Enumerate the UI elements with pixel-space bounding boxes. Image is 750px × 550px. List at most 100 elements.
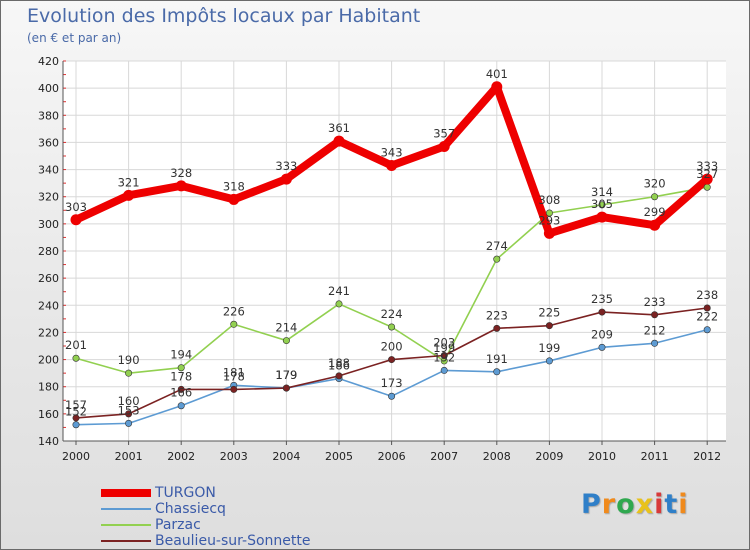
- y-tick-label: 280: [38, 245, 59, 258]
- data-point-turgon: [438, 141, 450, 152]
- logo-letter: r: [601, 489, 617, 520]
- y-tick-label: 180: [38, 381, 59, 394]
- x-tick-label: 2003: [220, 450, 248, 463]
- data-point-chassiecq: [703, 326, 711, 334]
- data-label-beaulieu-sur-sonnette: 157: [65, 398, 87, 412]
- data-point-beaulieu-sur-sonnette: [125, 410, 133, 418]
- y-tick-label: 340: [38, 164, 59, 177]
- data-point-parzac: [703, 183, 711, 191]
- legend-label: TURGON: [155, 485, 216, 501]
- data-label-parzac: 274: [486, 239, 508, 253]
- logo-letter: i: [678, 489, 689, 520]
- data-point-turgon: [701, 173, 713, 185]
- data-label-parzac: 308: [538, 193, 560, 207]
- data-label-parzac: 190: [118, 353, 140, 367]
- data-label-chassiecq: 191: [486, 352, 508, 366]
- x-tick-label: 2002: [167, 450, 195, 463]
- data-label-parzac: 199: [433, 341, 455, 355]
- data-label-turgon: 299: [644, 205, 666, 219]
- data-point-parzac: [282, 337, 290, 345]
- data-point-parzac: [493, 255, 501, 263]
- data-label-parzac: 327: [696, 167, 718, 181]
- x-tick-label: 2005: [325, 450, 353, 463]
- data-label-chassiecq: 166: [170, 386, 192, 400]
- data-point-turgon: [333, 135, 345, 147]
- data-label-beaulieu-sur-sonnette: 160: [118, 394, 140, 408]
- data-label-turgon: 343: [381, 146, 403, 160]
- data-label-turgon: 357: [433, 127, 455, 141]
- data-point-chassiecq: [125, 419, 133, 427]
- data-point-chassiecq: [545, 357, 553, 365]
- legend-swatch: [101, 508, 151, 510]
- data-point-beaulieu-sur-sonnette: [703, 304, 711, 312]
- data-point-turgon: [649, 219, 661, 231]
- legend-item-beaulieu-sur-sonnette: Beaulieu-sur-Sonnette: [101, 533, 310, 549]
- logo-letter: P: [581, 489, 602, 520]
- data-label-chassiecq: 153: [118, 403, 140, 417]
- data-label-chassiecq: 192: [433, 350, 455, 364]
- data-point-turgon: [175, 180, 187, 192]
- data-point-chassiecq: [598, 343, 606, 351]
- y-tick-label: 160: [38, 408, 59, 421]
- data-point-chassiecq: [72, 421, 80, 429]
- y-tick-label: 400: [38, 82, 59, 95]
- data-point-turgon: [596, 211, 608, 223]
- data-point-beaulieu-sur-sonnette: [177, 385, 185, 393]
- y-tick-label: 260: [38, 272, 59, 285]
- y-tick-label: 380: [38, 109, 59, 122]
- data-point-beaulieu-sur-sonnette: [335, 372, 343, 380]
- data-label-chassiecq: 199: [538, 341, 560, 355]
- data-point-beaulieu-sur-sonnette: [545, 322, 553, 330]
- logo-letter: t: [664, 489, 679, 520]
- data-label-parzac: 224: [381, 307, 403, 321]
- data-point-turgon: [280, 173, 292, 185]
- data-label-parzac: 314: [591, 185, 613, 199]
- data-label-chassiecq: 212: [644, 323, 666, 337]
- data-point-parzac: [388, 323, 396, 331]
- legend-label: Parzac: [155, 517, 201, 533]
- data-point-chassiecq: [440, 366, 448, 374]
- data-point-beaulieu-sur-sonnette: [598, 308, 606, 316]
- data-point-chassiecq: [177, 402, 185, 410]
- data-label-chassiecq: 222: [696, 310, 718, 324]
- data-label-parzac: 241: [328, 284, 350, 298]
- data-label-beaulieu-sur-sonnette: 223: [486, 308, 508, 322]
- data-point-parzac: [125, 369, 133, 377]
- data-point-chassiecq: [651, 339, 659, 347]
- y-tick-label: 140: [38, 435, 59, 448]
- data-point-beaulieu-sur-sonnette: [282, 384, 290, 392]
- data-label-turgon: 305: [591, 197, 613, 211]
- data-label-turgon: 328: [170, 166, 192, 180]
- data-label-parzac: 194: [170, 348, 192, 362]
- x-tick-label: 2011: [641, 450, 669, 463]
- data-label-chassiecq: 181: [223, 365, 245, 379]
- x-tick-label: 2007: [430, 450, 458, 463]
- data-point-beaulieu-sur-sonnette: [440, 351, 448, 359]
- x-tick-label: 2012: [693, 450, 721, 463]
- data-point-beaulieu-sur-sonnette: [493, 324, 501, 332]
- x-tick-label: 2006: [378, 450, 406, 463]
- legend-label: Chassiecq: [155, 501, 226, 517]
- data-label-chassiecq: 179: [275, 368, 297, 382]
- data-label-parzac: 226: [223, 304, 245, 318]
- y-tick-label: 320: [38, 191, 59, 204]
- legend-swatch: [101, 524, 151, 526]
- legend-item-turgon: TURGON: [101, 485, 310, 501]
- legend: TURGON Chassiecq Parzac Beaulieu-sur-Sonnet…: [101, 485, 310, 549]
- data-point-turgon: [386, 160, 398, 171]
- y-tick-label: 220: [38, 326, 59, 339]
- data-point-turgon: [491, 81, 503, 93]
- proxiti-logo: Proxiti: [581, 489, 689, 520]
- y-tick-label: 300: [38, 218, 59, 231]
- data-label-turgon: 361: [328, 121, 350, 135]
- x-tick-label: 2001: [115, 450, 143, 463]
- data-label-beaulieu-sur-sonnette: 200: [381, 340, 403, 354]
- data-label-chassiecq: 209: [591, 327, 613, 341]
- data-label-turgon: 333: [696, 159, 718, 173]
- x-tick-label: 2000: [62, 450, 90, 463]
- y-tick-label: 360: [38, 136, 59, 149]
- data-point-beaulieu-sur-sonnette: [72, 414, 80, 422]
- data-point-parzac: [651, 193, 659, 201]
- data-point-beaulieu-sur-sonnette: [651, 311, 659, 319]
